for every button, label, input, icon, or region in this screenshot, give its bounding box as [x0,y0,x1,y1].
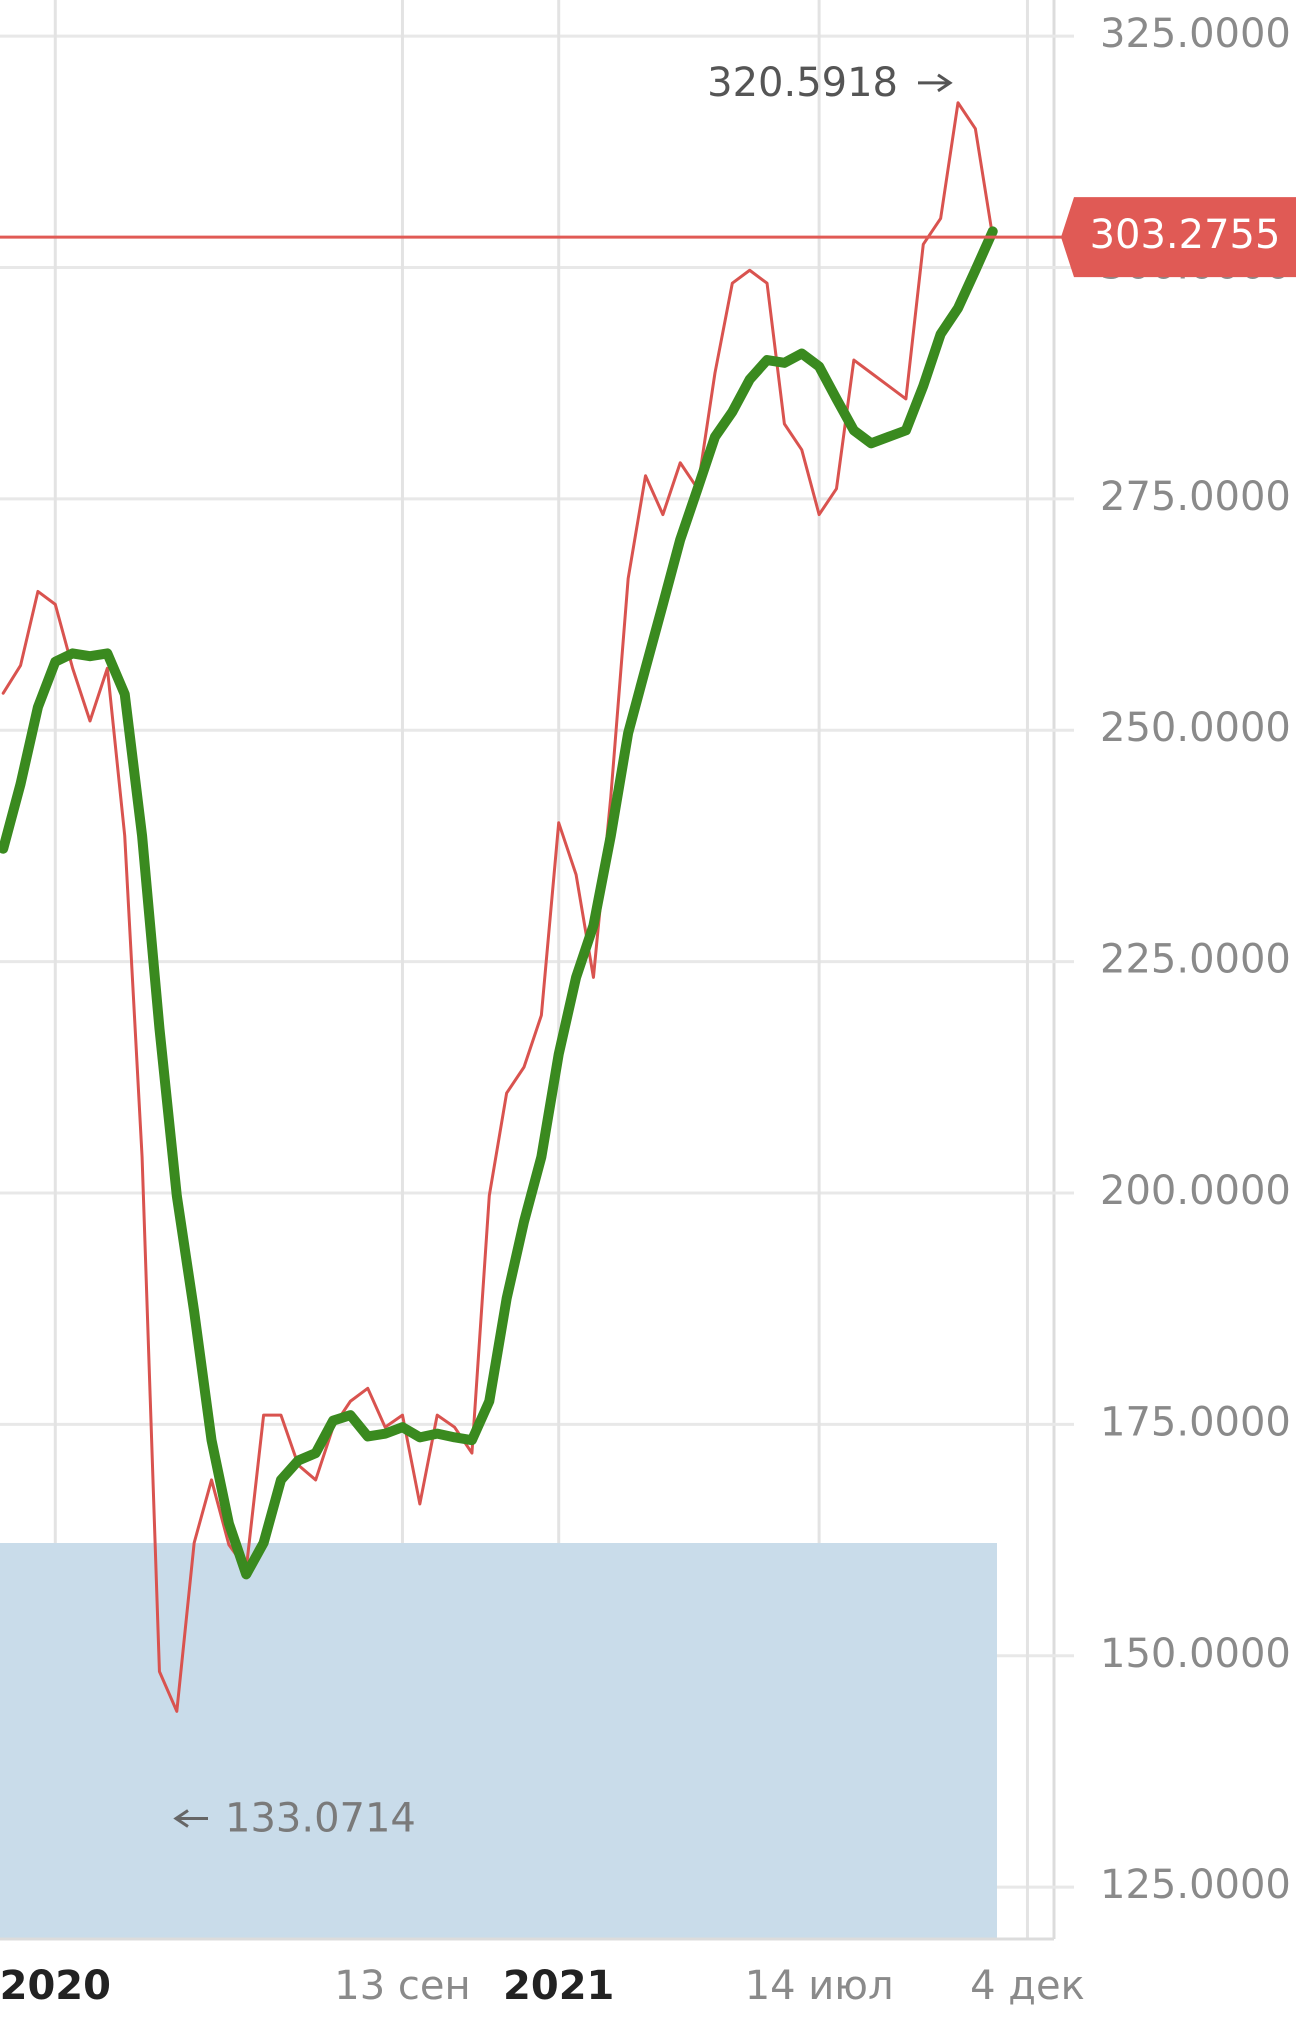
low-label: 133.0714 [225,1795,416,1841]
y-tick-label: 250.0000 [1100,705,1291,751]
y-tick-label: 200.0000 [1100,1168,1291,1214]
y-tick-label: 175.0000 [1100,1399,1291,1445]
volume-area [0,1543,997,1939]
x-tick-label: 2021 [503,1963,614,2009]
x-tick-label: 4 дек [970,1963,1085,2009]
y-tick-label: 275.0000 [1100,474,1291,520]
y-tick-label: 125.0000 [1100,1862,1291,1908]
low-arrow-head [173,1809,189,1828]
price-line [1,101,995,1713]
x-tick-label: 14 июл [745,1963,894,2009]
x-tick-label: 2020 [0,1963,111,2009]
high-arrow-head [937,73,953,93]
y-tick-label: 325.0000 [1100,11,1291,57]
x-tick-label: 13 сен [334,1963,470,2009]
last-price-badge [1061,197,1296,278]
y-tick-label: 150.0000 [1100,1631,1291,1677]
moving-average-line [0,226,998,1580]
high-label: 320.5918 [707,60,898,106]
y-tick-label: 225.0000 [1100,937,1291,983]
last-price-label: 303.2755 [1090,212,1281,258]
